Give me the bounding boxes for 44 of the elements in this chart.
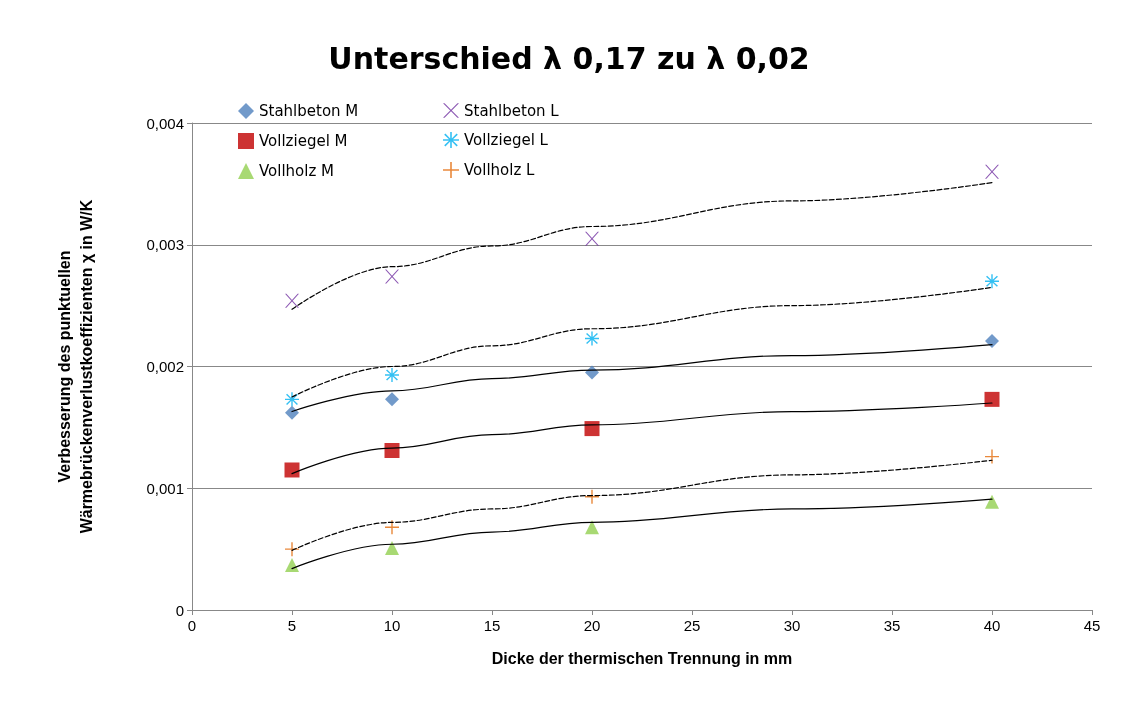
- point: [985, 333, 999, 348]
- legend-label: Vollziegel L: [464, 131, 549, 149]
- point: [585, 489, 599, 504]
- point: [985, 449, 999, 464]
- point: [385, 392, 399, 407]
- point: [984, 391, 1000, 407]
- x-tick-label: 0: [187, 617, 197, 634]
- point: [285, 557, 299, 572]
- x-tick-label: 20: [583, 617, 601, 634]
- x-tick-label: 40: [983, 617, 1001, 634]
- y-axis-title: Verbesserung des punktuellen Wärmebrückenverlustkoeffizienten χ in W/K: [55, 199, 95, 534]
- x-tick-label: 10: [383, 617, 401, 634]
- point: [585, 331, 599, 346]
- x-tick-label: 5: [287, 617, 297, 634]
- x-tick-label: 15: [483, 617, 501, 634]
- y-tick-label: 0,003: [146, 236, 184, 254]
- point: [585, 520, 599, 535]
- point: [285, 405, 299, 420]
- legend-label: Stahlbeton L: [464, 101, 560, 120]
- legend-label: Vollholz M: [259, 162, 335, 180]
- point: [284, 462, 300, 478]
- x-tick-label: 35: [883, 617, 901, 634]
- y-tick-label: 0: [175, 601, 184, 619]
- point: [985, 494, 999, 509]
- point: [985, 164, 999, 179]
- point: [585, 231, 599, 246]
- chart-title: Unterschied λ 0,17 zu λ 0,02: [328, 40, 810, 76]
- x-axis-title: Dicke der thermischen Trennung in mm: [491, 649, 793, 667]
- legend-label: Vollholz L: [464, 161, 536, 179]
- point: [385, 540, 399, 555]
- y-tick-label: 0,004: [146, 114, 184, 132]
- point: [985, 274, 999, 289]
- y-tick-label: 0,001: [146, 479, 184, 497]
- point: [385, 269, 399, 284]
- point: [285, 392, 299, 407]
- legend-label: Vollziegel M: [259, 132, 348, 150]
- point: [385, 520, 399, 535]
- x-tick-label: 25: [683, 617, 701, 634]
- legend-label: Stahlbeton M: [259, 102, 359, 120]
- point: [285, 293, 299, 308]
- x-tick-label: 30: [783, 617, 801, 634]
- x-tick-label: 45: [1083, 617, 1101, 634]
- point: [385, 368, 399, 383]
- y-tick-label: 0,002: [146, 358, 184, 375]
